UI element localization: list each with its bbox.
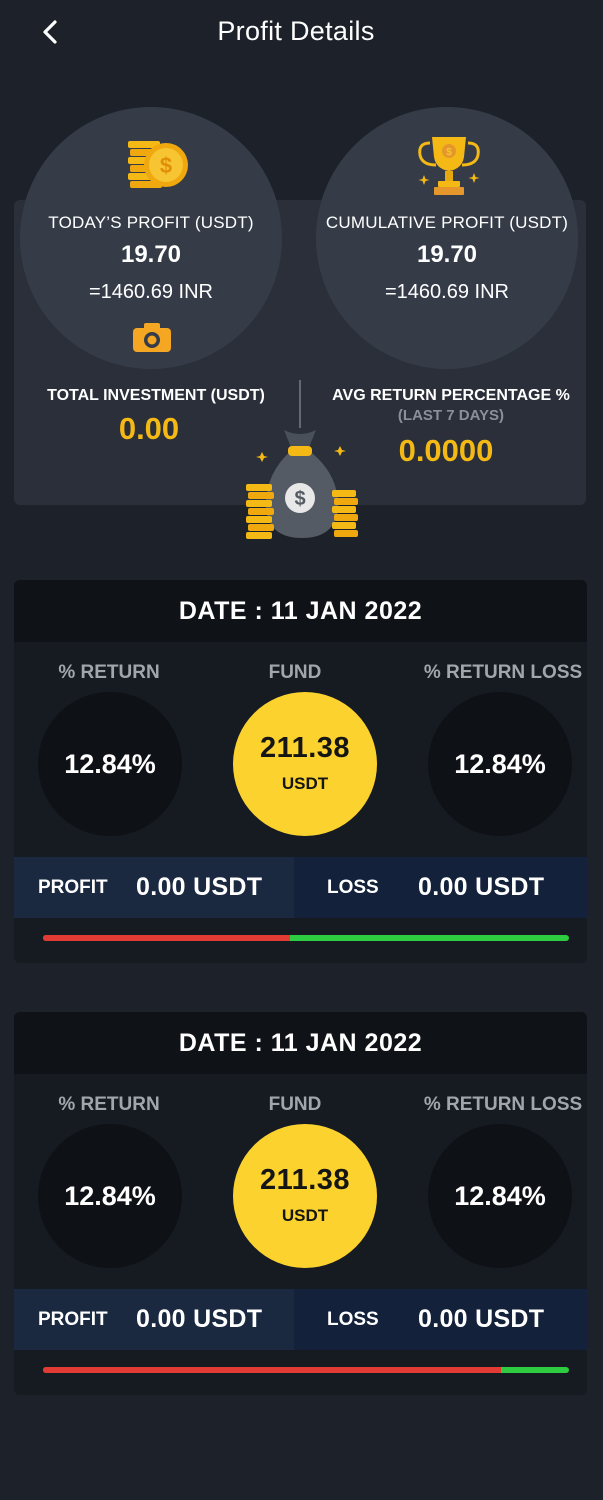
return-loss-label: % RETURN LOSS: [423, 1094, 583, 1115]
cumulative-profit-label: CUMULATIVE PROFIT (USDT): [325, 213, 569, 232]
profit-section: PROFIT 0.00 USDT: [14, 857, 294, 918]
avg-return-value: 0.0000: [398, 433, 494, 468]
fund-value: 211.38: [259, 1164, 351, 1196]
profit-value: 0.00 USDT: [136, 1305, 263, 1333]
todays-profit-circle: $ TODAY’S PROFIT (USDT) 19.70 =1460.69 I…: [20, 107, 282, 369]
daily-profit-card: DATE : 11 JAN 2022 % RETURN FUND % RETUR…: [14, 1012, 587, 1395]
cumulative-profit-circle: $ CUMULATIVE PROFIT (USDT) 19.70 =1460.6…: [316, 107, 578, 369]
back-button[interactable]: [34, 14, 70, 50]
return-percent: 12.84%: [38, 1124, 182, 1268]
return-loss-percent: 12.84%: [428, 692, 572, 836]
profit-loss-bar: PROFIT 0.00 USDT LOSS 0.00 USDT: [14, 1289, 587, 1350]
profit-value: 0.00 USDT: [136, 873, 263, 901]
return-percent: 12.84%: [38, 692, 182, 836]
camera-icon[interactable]: [132, 321, 172, 353]
todays-profit-inr: =1460.69 INR: [89, 281, 213, 303]
svg-text:$: $: [160, 153, 172, 178]
cumulative-profit-value: 19.70: [416, 241, 478, 268]
todays-profit-label: TODAY’S PROFIT (USDT): [48, 213, 254, 232]
todays-profit-value: 19.70: [120, 241, 182, 268]
return-label: % RETURN: [58, 1094, 160, 1115]
loss-label: LOSS: [327, 1309, 379, 1330]
fund-unit: USDT: [281, 1206, 329, 1225]
daily-profit-card: DATE : 11 JAN 2022 % RETURN FUND % RETUR…: [14, 580, 587, 963]
profit-label: PROFIT: [38, 877, 108, 898]
loss-value: 0.00 USDT: [418, 873, 545, 901]
loss-section: LOSS 0.00 USDT: [294, 857, 587, 918]
profit-loss-ratio-bar: [43, 935, 569, 941]
total-investment-value: 0.00: [118, 411, 180, 446]
profit-label: PROFIT: [38, 1309, 108, 1330]
profit-loss-bar: PROFIT 0.00 USDT LOSS 0.00 USDT: [14, 857, 587, 918]
loss-label: LOSS: [327, 877, 379, 898]
card-date: DATE : 11 JAN 2022: [14, 580, 587, 642]
svg-text:$: $: [446, 147, 452, 158]
loss-value: 0.00 USDT: [418, 1305, 545, 1333]
avg-return-period: (LAST 7 DAYS): [397, 407, 505, 424]
back-arrow-icon: [43, 20, 57, 44]
loss-ratio-fill: [43, 1367, 501, 1373]
fund-circle: 211.38 USDT: [233, 1124, 377, 1268]
page-title: Profit Details: [217, 16, 375, 46]
svg-text:$: $: [294, 488, 305, 510]
fund-unit: USDT: [281, 774, 329, 793]
profit-loss-ratio-bar: [43, 1367, 569, 1373]
return-loss-label: % RETURN LOSS: [423, 662, 583, 683]
loss-section: LOSS 0.00 USDT: [294, 1289, 587, 1350]
avg-return-label: AVG RETURN PERCENTAGE %: [332, 387, 570, 404]
trophy-icon: $: [418, 137, 480, 195]
app-header: Profit Details: [0, 0, 603, 70]
fund-value: 211.38: [259, 732, 351, 764]
total-investment-label: TOTAL INVESTMENT (USDT): [47, 387, 265, 404]
fund-label: FUND: [268, 1094, 322, 1115]
profit-section: PROFIT 0.00 USDT: [14, 1289, 294, 1350]
gold-coins-icon: $: [128, 141, 188, 188]
money-bag-icon: $: [246, 380, 358, 539]
return-loss-percent: 12.84%: [428, 1124, 572, 1268]
fund-label: FUND: [268, 662, 322, 683]
cumulative-profit-inr: =1460.69 INR: [385, 281, 509, 303]
card-date: DATE : 11 JAN 2022: [14, 1012, 587, 1074]
return-label: % RETURN: [58, 662, 160, 683]
fund-circle: 211.38 USDT: [233, 692, 377, 836]
loss-ratio-fill: [43, 935, 291, 941]
